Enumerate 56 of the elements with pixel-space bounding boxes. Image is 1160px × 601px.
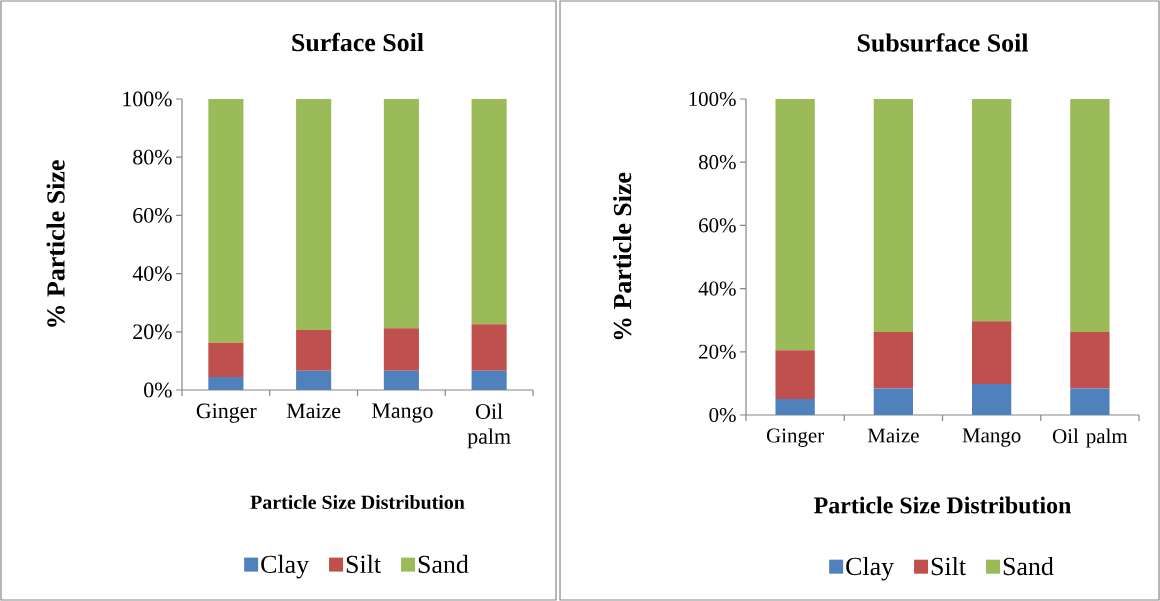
bar bbox=[1070, 99, 1110, 332]
bar bbox=[971, 321, 1012, 385]
bar bbox=[1070, 331, 1110, 389]
bar bbox=[383, 99, 419, 329]
y-axis-title: % Particle Size bbox=[613, 172, 632, 340]
bar bbox=[471, 370, 507, 390]
y-tick-label: 40% bbox=[698, 281, 736, 296]
bar bbox=[383, 370, 419, 390]
y-tick-label: 60% bbox=[699, 218, 736, 233]
bar bbox=[296, 330, 332, 371]
legend-label: Clay bbox=[261, 554, 309, 579]
legend-label: Clay bbox=[846, 556, 894, 581]
x-tick-label: Maize bbox=[867, 428, 919, 443]
bar bbox=[383, 328, 419, 371]
bar bbox=[1070, 388, 1110, 415]
bar bbox=[208, 342, 244, 377]
y-tick-label: 100% bbox=[689, 91, 736, 107]
bar bbox=[208, 99, 244, 343]
bar bbox=[208, 376, 244, 390]
bar bbox=[296, 99, 332, 331]
bar bbox=[775, 398, 815, 415]
bar bbox=[775, 350, 815, 399]
y-tick-label: 0% bbox=[144, 382, 172, 398]
y-tick-label: 0% bbox=[709, 407, 736, 423]
x-axis-title: Particle Size Distribution bbox=[250, 495, 465, 510]
x-tick-label: Mango bbox=[372, 403, 433, 423]
bar bbox=[873, 99, 914, 332]
x-axis-title: Particle Size Distribution bbox=[814, 496, 1071, 514]
x-tick-label: Ginger bbox=[196, 403, 257, 423]
y-tick-label: 60% bbox=[133, 207, 172, 223]
bar bbox=[471, 99, 507, 325]
y-tick-label: 100% bbox=[123, 91, 172, 107]
bar bbox=[971, 384, 1012, 415]
bar bbox=[971, 99, 1012, 322]
legend-label: Silt bbox=[931, 556, 966, 576]
x-tick-label: Oil palm bbox=[467, 403, 511, 449]
x-tick-label: Ginger bbox=[766, 428, 824, 447]
bar bbox=[873, 331, 914, 389]
x-tick-label: Mango bbox=[962, 428, 1021, 447]
bar bbox=[296, 370, 332, 390]
x-tick-label: Maize bbox=[286, 403, 341, 419]
y-tick-label: 20% bbox=[133, 324, 172, 340]
y-axis-title: % Particle Size bbox=[46, 160, 65, 327]
y-tick-label: 20% bbox=[699, 344, 736, 359]
y-tick-label: 40% bbox=[132, 266, 172, 282]
bar bbox=[873, 388, 914, 415]
bar bbox=[471, 324, 507, 371]
y-tick-label: 80% bbox=[698, 155, 736, 170]
legend-label: Silt bbox=[346, 554, 381, 574]
legend-label: Sand bbox=[418, 554, 469, 574]
legend-label: Sand bbox=[1003, 556, 1054, 576]
chart-title: Subsurface Soil bbox=[857, 33, 1029, 52]
x-tick-label: Oil palm bbox=[1052, 428, 1128, 448]
bar bbox=[775, 99, 815, 351]
y-tick-label: 80% bbox=[133, 149, 172, 165]
chart-title: Surface Soil bbox=[292, 32, 424, 52]
